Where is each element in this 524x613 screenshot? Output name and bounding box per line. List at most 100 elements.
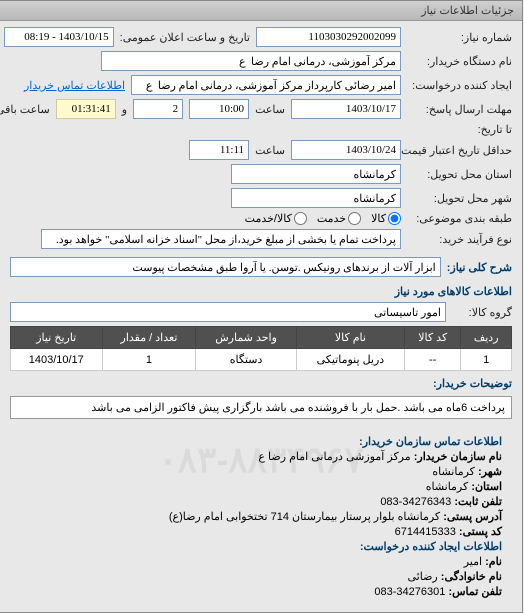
td-date: 1403/10/17 [12, 349, 104, 371]
radio-service[interactable]: خدمت [318, 212, 362, 225]
contact-city-line: شهر: کرمانشاه [21, 465, 503, 478]
announce-datetime-input[interactable] [5, 27, 115, 47]
process-input[interactable] [42, 229, 402, 249]
announce-datetime-label: تاریخ و ساعت اعلان عمومی: [121, 31, 251, 44]
goods-section-title-row: اطلاعات کالاهای مورد نیاز [11, 285, 513, 298]
contact-section: ۰۸۳-۸۸۳۴۹۶۷ اطلاعات تماس سازمان خریدار: … [11, 429, 513, 606]
contact-province-line: استان: کرمانشاه [21, 480, 503, 493]
days-input[interactable] [134, 99, 184, 119]
category-label: طبقه بندی موضوعی: [408, 212, 513, 225]
contact-title: اطلاعات تماس سازمان خریدار: [21, 435, 503, 448]
table-row: 1 -- دریل پنوماتیکی دستگاه 1 1403/10/17 [12, 349, 513, 371]
goods-table: ردیف کد کالا نام کالا واحد شمارش تعداد /… [11, 326, 513, 371]
td-row: 1 [462, 349, 513, 371]
buyer-note-box: پرداخت 6ماه می باشد .حمل بار با فروشنده … [11, 396, 513, 419]
row-city: شهر محل تحویل: [11, 188, 513, 208]
row-category: طبقه بندی موضوعی: کالا خدمت کالا/خدمت [11, 212, 513, 225]
th-code: کد کالا [406, 327, 462, 349]
radio-goods-service[interactable]: کالا/خدمت [246, 212, 308, 225]
deadline-label: مهلت ارسال پاسخ: [408, 103, 513, 116]
th-date: تاریخ نیاز [12, 327, 104, 349]
contact-address: کرمانشاه بلوار پرستار بیمارستان 714 تختخ… [170, 511, 441, 523]
requester-input[interactable] [132, 75, 402, 95]
process-label: نوع فرآیند خرید: [408, 233, 513, 246]
goods-group-row: گروه کالا: [11, 302, 513, 322]
contact-postal-label: کد پستی: [460, 526, 503, 538]
contact-city: کرمانشاه [433, 466, 476, 478]
row-to-date: تا تاریخ: [11, 123, 513, 136]
radio-goods-label: کالا [372, 212, 387, 225]
radio-goods-service-input[interactable] [295, 212, 308, 225]
contact-family-label: نام خانوادگی: [442, 571, 503, 583]
contact-address-label: آدرس پستی: [444, 511, 503, 523]
buyer-info-link[interactable]: اطلاعات تماس خریدار [25, 79, 126, 92]
contact-cphone-label: تلفن تماس: [449, 586, 503, 598]
category-radio-group: کالا خدمت کالا/خدمت [246, 212, 402, 225]
hour-label-2: ساعت [256, 144, 286, 157]
contact-family: رضائی [409, 571, 439, 583]
goods-group-label: گروه کالا: [453, 306, 513, 319]
th-qty: تعداد / مقدار [103, 327, 197, 349]
key-title-label: شرح کلی نیاز: [448, 261, 513, 274]
contact-org: مرکز آموزشی درمانی امام رضا ع [259, 451, 411, 463]
form-body: شماره نیاز: تاریخ و ساعت اعلان عمومی: نا… [1, 21, 523, 612]
city-input[interactable] [232, 188, 402, 208]
need-number-label: شماره نیاز: [408, 31, 513, 44]
contact-postal-line: کد پستی: 6714415333 [21, 525, 503, 538]
th-name: نام کالا [297, 327, 405, 349]
contact-name: امیر [465, 556, 483, 568]
contact-org-line: نام سازمان خریدار: مرکز آموزشی درمانی ام… [21, 450, 503, 463]
province-input[interactable] [232, 164, 402, 184]
contact-content: اطلاعات تماس سازمان خریدار: نام سازمان خ… [21, 435, 503, 598]
row-buyer-org: نام دستگاه خریدار: [11, 51, 513, 71]
goods-group-input[interactable] [11, 302, 447, 322]
panel-title: جزئیات اطلاعات نیاز [1, 1, 523, 21]
td-code: -- [406, 349, 462, 371]
remaining-time-input[interactable] [57, 99, 117, 119]
hour-label-1: ساعت [256, 103, 286, 116]
key-title-row: شرح کلی نیاز: [11, 257, 513, 277]
row-credit: حداقل تاریخ اعتبار قیمت: تا تاریخ: ساعت [11, 140, 513, 160]
contact-province: کرمانشاه [427, 481, 470, 493]
radio-goods[interactable]: کالا [372, 212, 402, 225]
radio-service-input[interactable] [349, 212, 362, 225]
contact-name-line: نام: امیر [21, 555, 503, 568]
contact-city-label: شهر: [479, 466, 503, 478]
key-title-input[interactable] [11, 257, 442, 277]
contact-address-line: آدرس پستی: کرمانشاه بلوار پرستار بیمارست… [21, 510, 503, 523]
remaining-label: ساعت باقی مانده [0, 103, 51, 116]
need-number-input[interactable] [257, 27, 402, 47]
requester-title: اطلاعات ایجاد کننده درخواست: [21, 540, 503, 553]
radio-goods-input[interactable] [389, 212, 402, 225]
table-header-row: ردیف کد کالا نام کالا واحد شمارش تعداد /… [12, 327, 513, 349]
contact-name-label: نام: [486, 556, 503, 568]
deadline-date-input[interactable] [292, 99, 402, 119]
details-panel: جزئیات اطلاعات نیاز شماره نیاز: تاریخ و … [0, 0, 524, 613]
buyer-org-input[interactable] [102, 51, 402, 71]
credit-label: حداقل تاریخ اعتبار قیمت: تا تاریخ: [408, 144, 513, 157]
goods-section-title: اطلاعات کالاهای مورد نیاز [396, 285, 513, 298]
requester-label: ایجاد کننده درخواست: [408, 79, 513, 92]
contact-phone-label: تلفن ثابت: [455, 496, 503, 508]
td-qty: 1 [103, 349, 197, 371]
and-label: و [123, 103, 128, 116]
td-unit: دستگاه [197, 349, 297, 371]
contact-province-label: استان: [472, 481, 503, 493]
row-deadline: مهلت ارسال پاسخ: ساعت و ساعت باقی مانده [11, 99, 513, 119]
contact-cphone: 34276301-083 [375, 586, 446, 598]
contact-phone-line: تلفن ثابت: 34276343-083 [21, 495, 503, 508]
contact-family-line: نام خانوادگی: رضائی [21, 570, 503, 583]
th-row: ردیف [462, 327, 513, 349]
radio-service-label: خدمت [318, 212, 347, 225]
contact-org-label: نام سازمان خریدار: [415, 451, 503, 463]
contact-cphone-line: تلفن تماس: 34276301-083 [21, 585, 503, 598]
row-need-number: شماره نیاز: تاریخ و ساعت اعلان عمومی: [11, 27, 513, 47]
buyer-note-row: توضیحات خریدار: [11, 377, 513, 390]
deadline-time-input[interactable] [190, 99, 250, 119]
province-label: استان محل تحویل: [408, 168, 513, 181]
buyer-org-label: نام دستگاه خریدار: [408, 55, 513, 68]
contact-phone: 34276343-083 [381, 496, 452, 508]
credit-date-input[interactable] [292, 140, 402, 160]
buyer-note-label: توضیحات خریدار: [434, 377, 513, 390]
credit-time-input[interactable] [190, 140, 250, 160]
